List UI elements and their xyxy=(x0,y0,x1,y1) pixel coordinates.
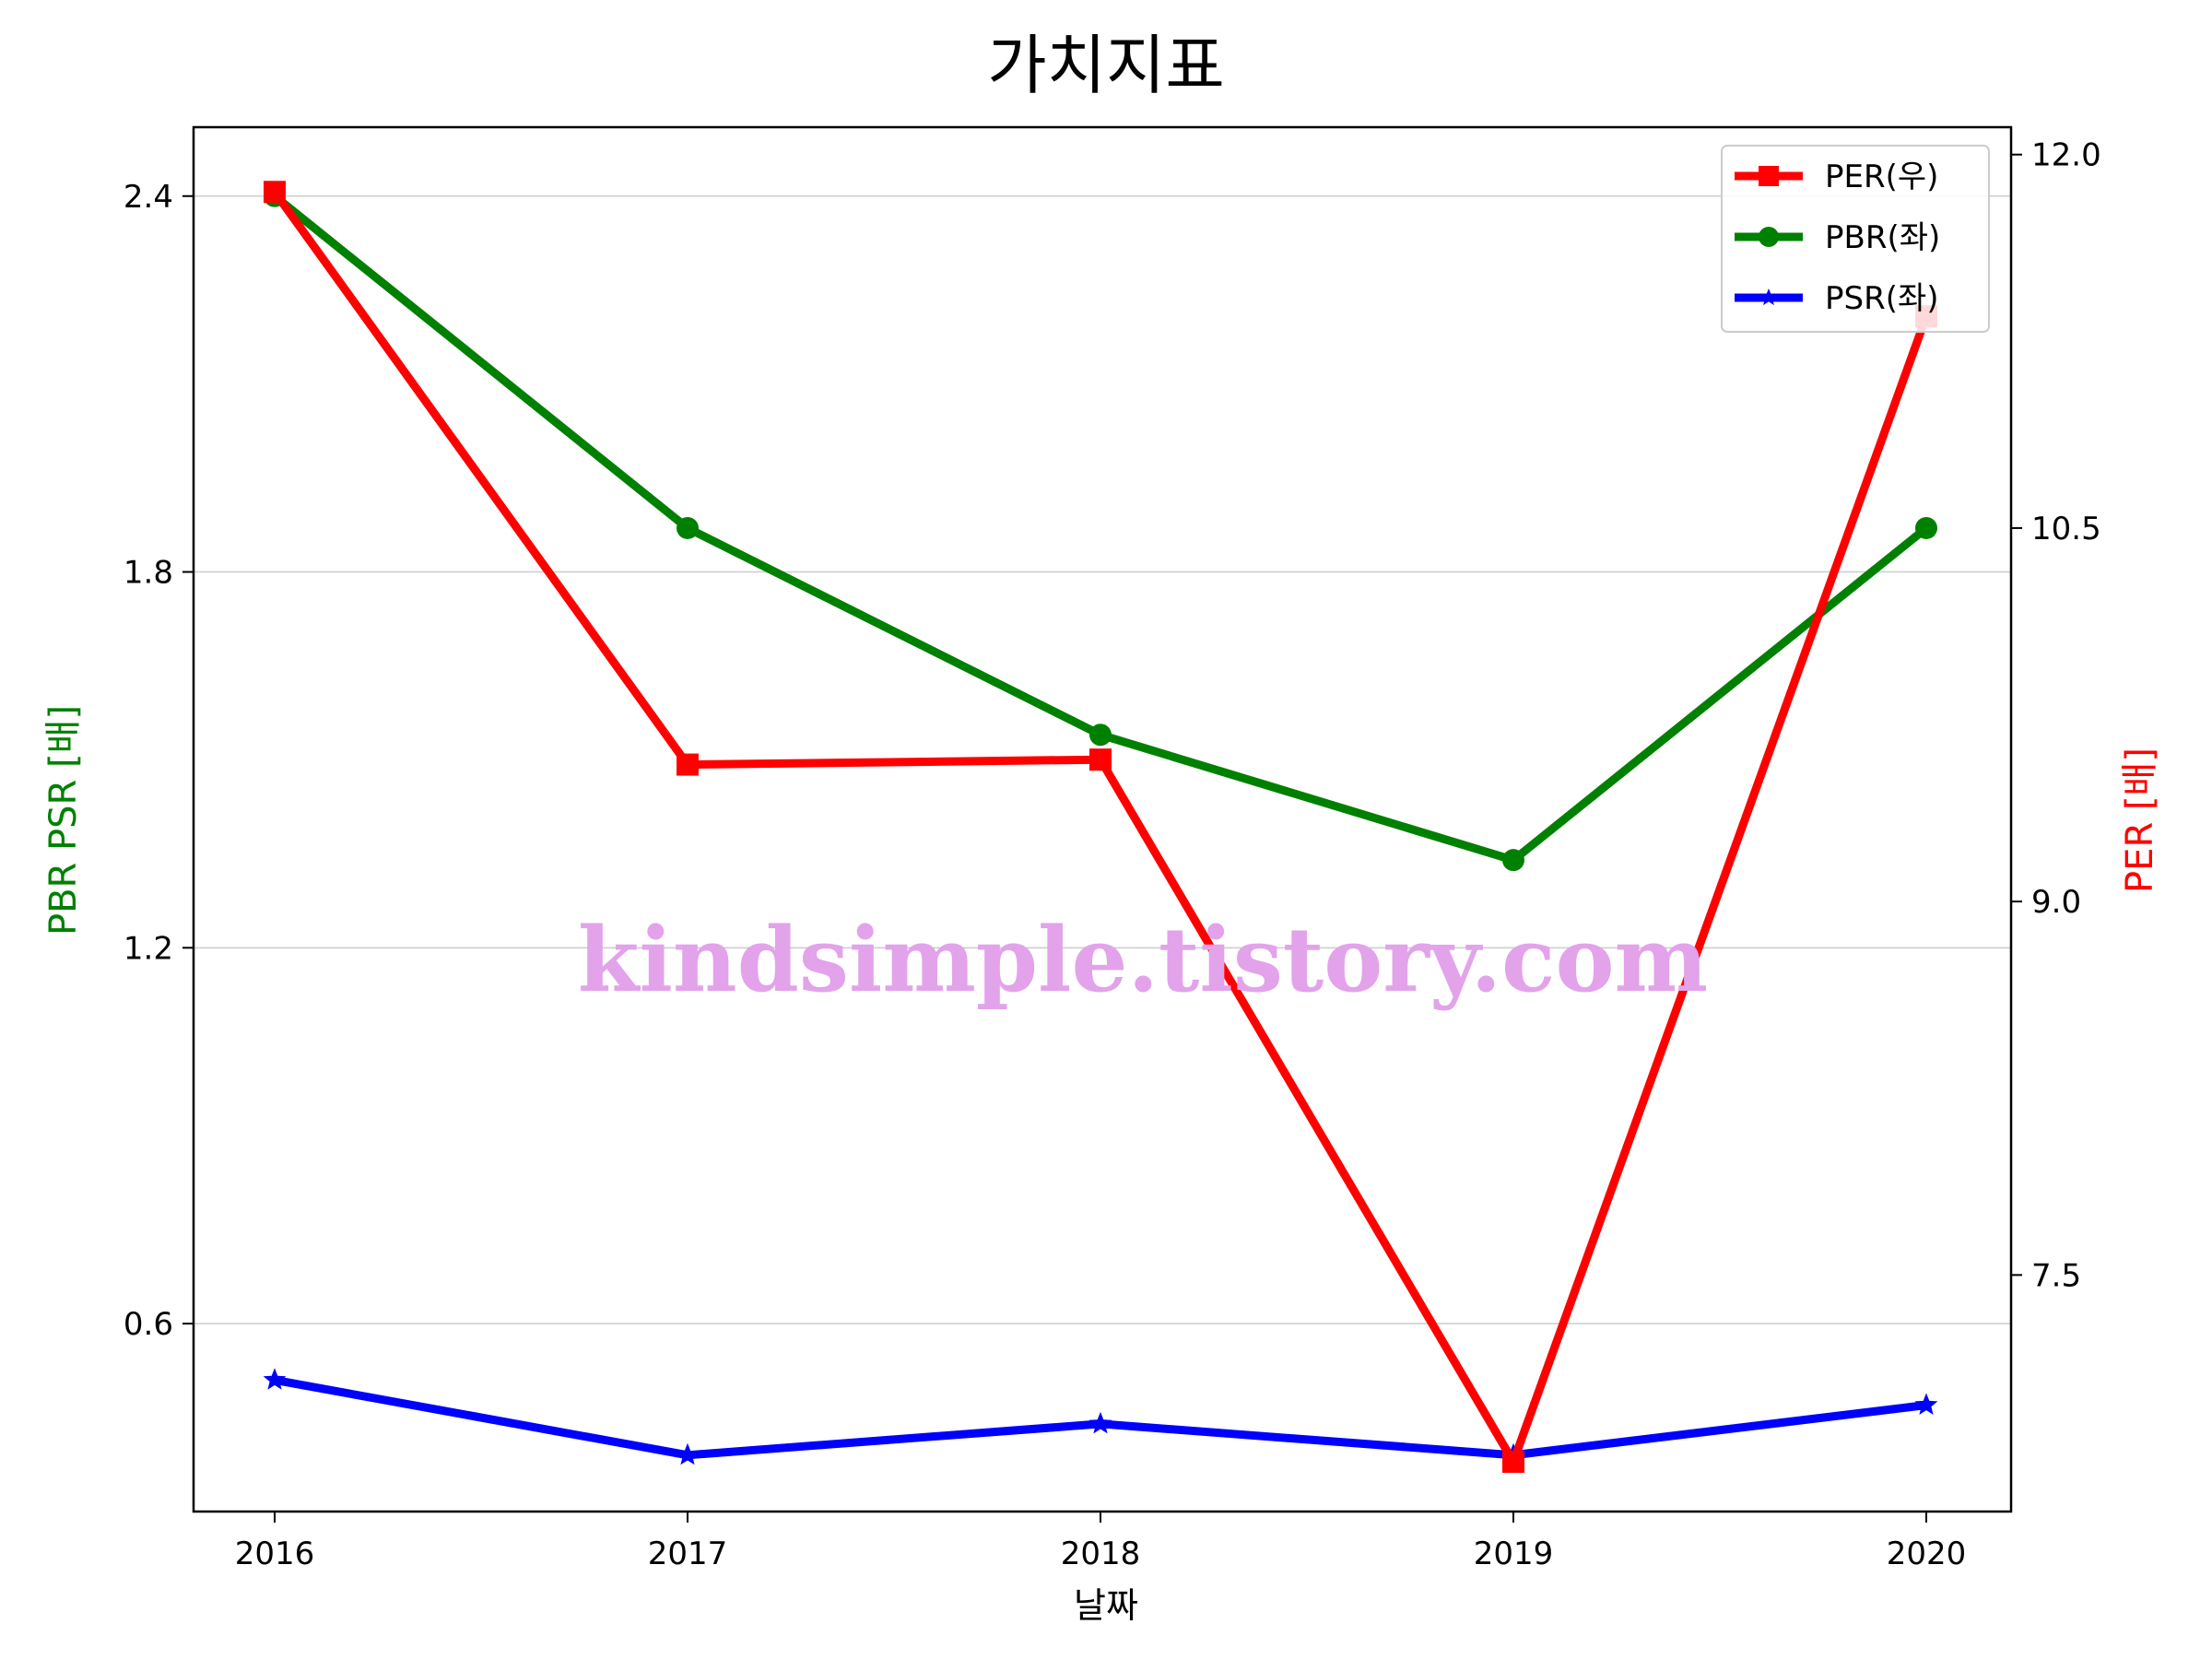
legend-swatch-marker xyxy=(1759,288,1778,306)
series-square-group xyxy=(264,181,1937,1473)
legend-box xyxy=(1721,145,1990,333)
legend-label: PER(우) xyxy=(1825,159,1938,195)
legend-swatch-marker xyxy=(1759,227,1779,247)
data-point-marker xyxy=(677,753,699,776)
data-point-marker xyxy=(263,1368,287,1390)
watermark-text: kindsimple.tistory.com xyxy=(578,908,1708,1012)
data-point-marker xyxy=(676,1442,700,1465)
legend: PER(우) PBR(좌) PSR(좌) xyxy=(1721,145,1990,333)
left-axis-title: PBR PSR [배] xyxy=(42,705,85,935)
data-point-marker xyxy=(1915,516,1937,539)
data-point-marker xyxy=(264,181,286,204)
left-tick-label: 1.8 xyxy=(124,555,173,592)
data-point-marker xyxy=(677,516,699,539)
watermark-layer: kindsimple.tistory.com xyxy=(578,908,1708,1012)
x-tick-label: 2017 xyxy=(648,1535,728,1572)
right-axis-title: PER [배] xyxy=(2119,747,2161,893)
data-point-marker xyxy=(1502,849,1524,872)
right-tick-label: 12.0 xyxy=(2031,137,2101,174)
plot-frame xyxy=(192,125,2013,1513)
x-tick-label: 2018 xyxy=(1061,1535,1141,1572)
x-axis-title: 날짜 xyxy=(1074,1585,1138,1626)
data-point-marker xyxy=(1502,1450,1524,1473)
left-tick-label: 1.2 xyxy=(124,930,173,967)
right-tick-label: 7.5 xyxy=(2031,1257,2081,1294)
legend-label: PBR(좌) xyxy=(1825,219,1940,256)
left-tick-label: 2.4 xyxy=(124,179,173,216)
chart-title: 가치지표 xyxy=(987,28,1225,103)
gridlines xyxy=(194,195,2011,1324)
series-circle-group xyxy=(264,184,1937,872)
left-tick-label: 0.6 xyxy=(124,1306,173,1343)
data-point-marker xyxy=(1088,1411,1112,1434)
right-tick-label: 10.5 xyxy=(2031,511,2101,547)
legend-label: PSR(좌) xyxy=(1825,280,1939,317)
x-tick-label: 2016 xyxy=(235,1535,315,1572)
axes-layer: 2016 2017 2018 2019 2020 0.6 1.2 1.8 2.4 7.5 9.0 10… xyxy=(124,125,2101,1572)
x-tick-label: 2019 xyxy=(1474,1535,1554,1572)
data-point-marker xyxy=(1914,1393,1938,1415)
data-point-marker xyxy=(1089,748,1112,771)
data-point-marker xyxy=(1089,724,1112,747)
legend-swatch-marker xyxy=(1759,166,1779,186)
right-tick-label: 9.0 xyxy=(2031,884,2081,921)
x-tick-label: 2020 xyxy=(1887,1535,1967,1572)
series-layer xyxy=(263,181,1938,1473)
